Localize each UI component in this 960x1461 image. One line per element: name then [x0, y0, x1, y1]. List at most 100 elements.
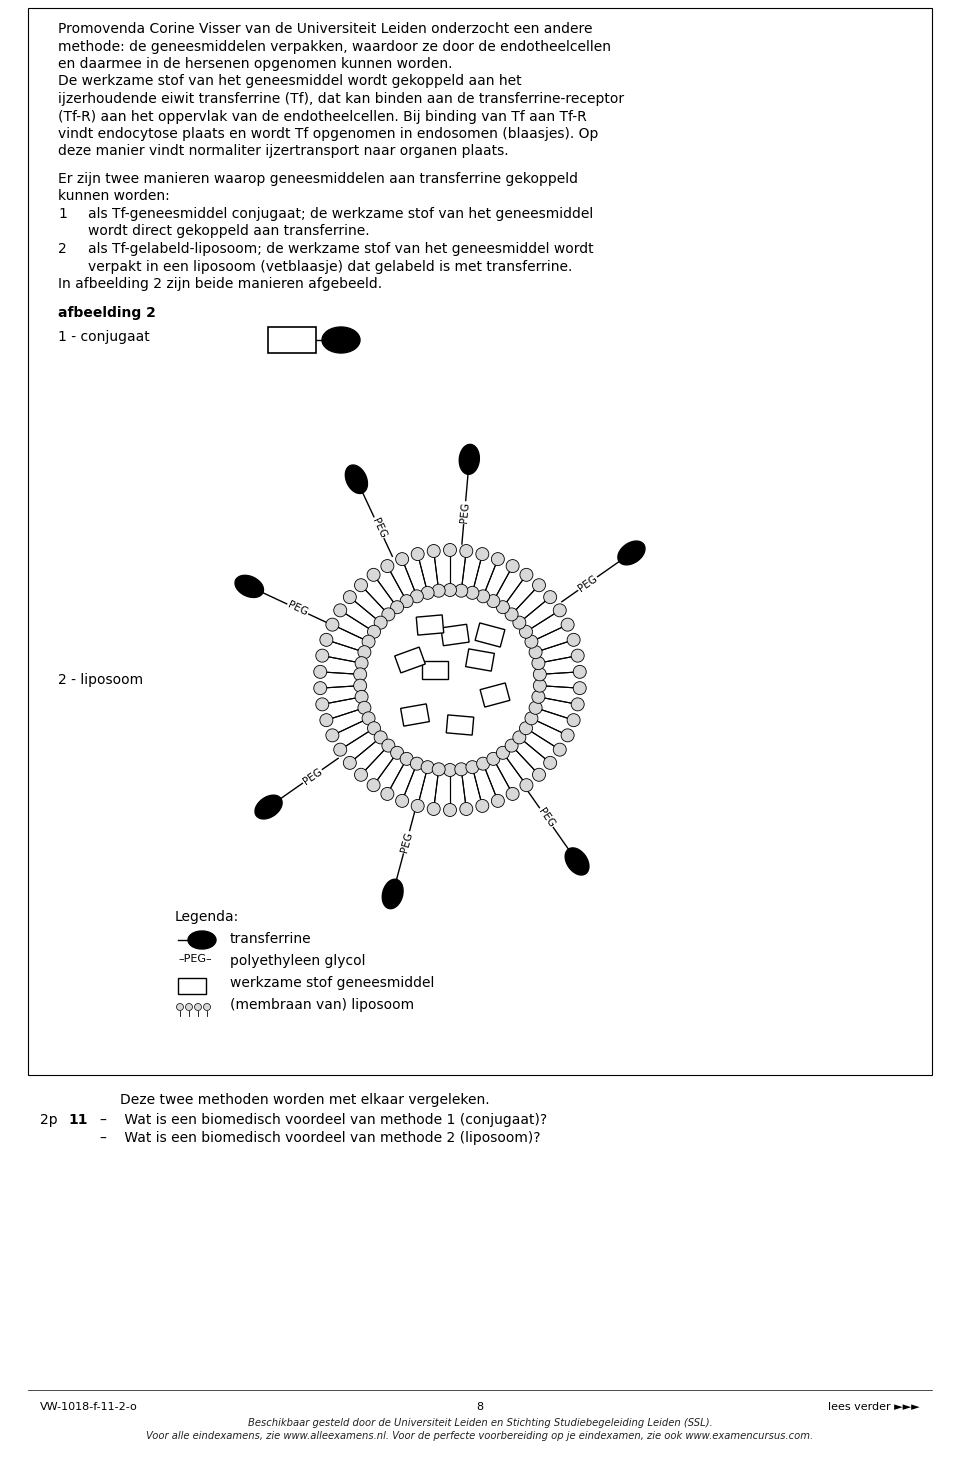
Ellipse shape [368, 625, 380, 638]
Ellipse shape [534, 679, 546, 693]
Ellipse shape [410, 590, 423, 603]
Bar [441, 624, 469, 646]
Ellipse shape [374, 617, 387, 630]
Ellipse shape [466, 586, 479, 599]
Ellipse shape [432, 584, 445, 598]
Ellipse shape [466, 761, 479, 774]
Bar [400, 704, 429, 726]
Ellipse shape [543, 757, 557, 770]
Ellipse shape [573, 682, 587, 694]
Text: Deze twee methoden worden met elkaar vergeleken.: Deze twee methoden worden met elkaar ver… [120, 1093, 490, 1107]
Ellipse shape [316, 698, 329, 712]
Text: PEG: PEG [301, 766, 324, 786]
Ellipse shape [325, 729, 339, 742]
Ellipse shape [325, 618, 339, 631]
Ellipse shape [476, 548, 489, 561]
Ellipse shape [400, 595, 413, 608]
Ellipse shape [571, 649, 585, 662]
Ellipse shape [444, 804, 457, 817]
Ellipse shape [492, 795, 504, 808]
Ellipse shape [344, 590, 356, 603]
Ellipse shape [353, 668, 367, 681]
Text: lees verder ►►►: lees verder ►►► [828, 1403, 920, 1411]
Ellipse shape [532, 656, 545, 669]
Ellipse shape [459, 444, 479, 475]
Bar [417, 615, 444, 636]
Ellipse shape [534, 668, 546, 681]
Ellipse shape [487, 595, 500, 608]
Ellipse shape [355, 656, 368, 669]
Ellipse shape [334, 603, 347, 617]
Ellipse shape [316, 649, 329, 662]
Text: ijzerhoudende eiwit transferrine (Tf), dat kan binden aan de transferrine-recept: ijzerhoudende eiwit transferrine (Tf), d… [58, 92, 624, 107]
Ellipse shape [427, 802, 441, 815]
Ellipse shape [396, 795, 409, 808]
Ellipse shape [381, 560, 394, 573]
Ellipse shape [374, 730, 387, 744]
Bar [178, 977, 206, 993]
Ellipse shape [506, 560, 519, 573]
Ellipse shape [410, 757, 423, 770]
Ellipse shape [476, 799, 489, 812]
Text: 11: 11 [68, 1113, 87, 1126]
Ellipse shape [476, 757, 490, 770]
Ellipse shape [562, 618, 574, 631]
Text: –PEG–: –PEG– [178, 954, 211, 964]
Bar [480, 682, 510, 707]
Text: werkzame stof geneesmiddel: werkzame stof geneesmiddel [230, 976, 434, 991]
Text: PEG: PEG [399, 831, 414, 853]
Text: verpakt in een liposoom (vetblaasje) dat gelabeld is met transferrine.: verpakt in een liposoom (vetblaasje) dat… [88, 260, 572, 273]
Ellipse shape [354, 768, 368, 782]
Ellipse shape [533, 768, 545, 782]
Ellipse shape [314, 682, 326, 694]
Text: (membraan van) liposoom: (membraan van) liposoom [230, 998, 414, 1012]
Ellipse shape [368, 722, 380, 735]
Ellipse shape [411, 799, 424, 812]
Ellipse shape [354, 579, 368, 592]
Ellipse shape [355, 691, 368, 703]
Ellipse shape [432, 763, 445, 776]
Ellipse shape [382, 880, 403, 909]
Ellipse shape [553, 603, 566, 617]
Ellipse shape [320, 713, 333, 726]
Ellipse shape [381, 787, 394, 801]
Ellipse shape [367, 568, 380, 581]
Text: methode: de geneesmiddelen verpakken, waardoor ze door de endotheelcellen: methode: de geneesmiddelen verpakken, wa… [58, 39, 611, 54]
Ellipse shape [362, 712, 375, 725]
Ellipse shape [529, 701, 542, 714]
Ellipse shape [455, 763, 468, 776]
Text: –    Wat is een biomedisch voordeel van methode 1 (conjugaat)?: – Wat is een biomedisch voordeel van met… [100, 1113, 547, 1126]
Ellipse shape [460, 545, 472, 558]
Text: PEG: PEG [286, 600, 309, 618]
Text: Legenda:: Legenda: [175, 910, 239, 923]
Ellipse shape [460, 802, 472, 815]
Ellipse shape [525, 712, 538, 725]
Ellipse shape [411, 548, 424, 561]
Text: Voor alle eindexamens, zie www.alleexamens.nl. Voor de perfecte voorbereiding op: Voor alle eindexamens, zie www.alleexame… [147, 1430, 813, 1441]
Bar [466, 649, 494, 671]
Ellipse shape [567, 713, 580, 726]
Ellipse shape [533, 579, 545, 592]
Ellipse shape [532, 691, 545, 703]
Ellipse shape [553, 744, 566, 757]
Ellipse shape [455, 584, 468, 598]
Text: polyethyleen glycol: polyethyleen glycol [230, 954, 366, 969]
Ellipse shape [525, 636, 538, 649]
Text: Promovenda Corine Visser van de Universiteit Leiden onderzocht een andere: Promovenda Corine Visser van de Universi… [58, 22, 592, 37]
Ellipse shape [513, 730, 526, 744]
Ellipse shape [571, 698, 585, 712]
Text: In afbeelding 2 zijn beide manieren afgebeeld.: In afbeelding 2 zijn beide manieren afge… [58, 278, 382, 291]
Text: Beschikbaar gesteld door de Universiteit Leiden en Stichting Studiebegeleiding L: Beschikbaar gesteld door de Universiteit… [248, 1419, 712, 1427]
Ellipse shape [505, 608, 518, 621]
Text: –    Wat is een biomedisch voordeel van methode 2 (liposoom)?: – Wat is een biomedisch voordeel van met… [100, 1131, 540, 1145]
Ellipse shape [322, 327, 360, 354]
Ellipse shape [235, 576, 263, 598]
Bar [28, 7, 932, 1075]
Text: als Tf-gelabeld-liposoom; de werkzame stof van het geneesmiddel wordt: als Tf-gelabeld-liposoom; de werkzame st… [88, 243, 593, 256]
Text: (Tf-R) aan het oppervlak van de endotheelcellen. Bij binding van Tf aan Tf-R: (Tf-R) aan het oppervlak van de endothee… [58, 110, 587, 124]
Text: PEG: PEG [370, 516, 388, 539]
Ellipse shape [195, 1004, 202, 1011]
Ellipse shape [421, 586, 434, 599]
Ellipse shape [520, 568, 533, 581]
Ellipse shape [427, 545, 441, 558]
